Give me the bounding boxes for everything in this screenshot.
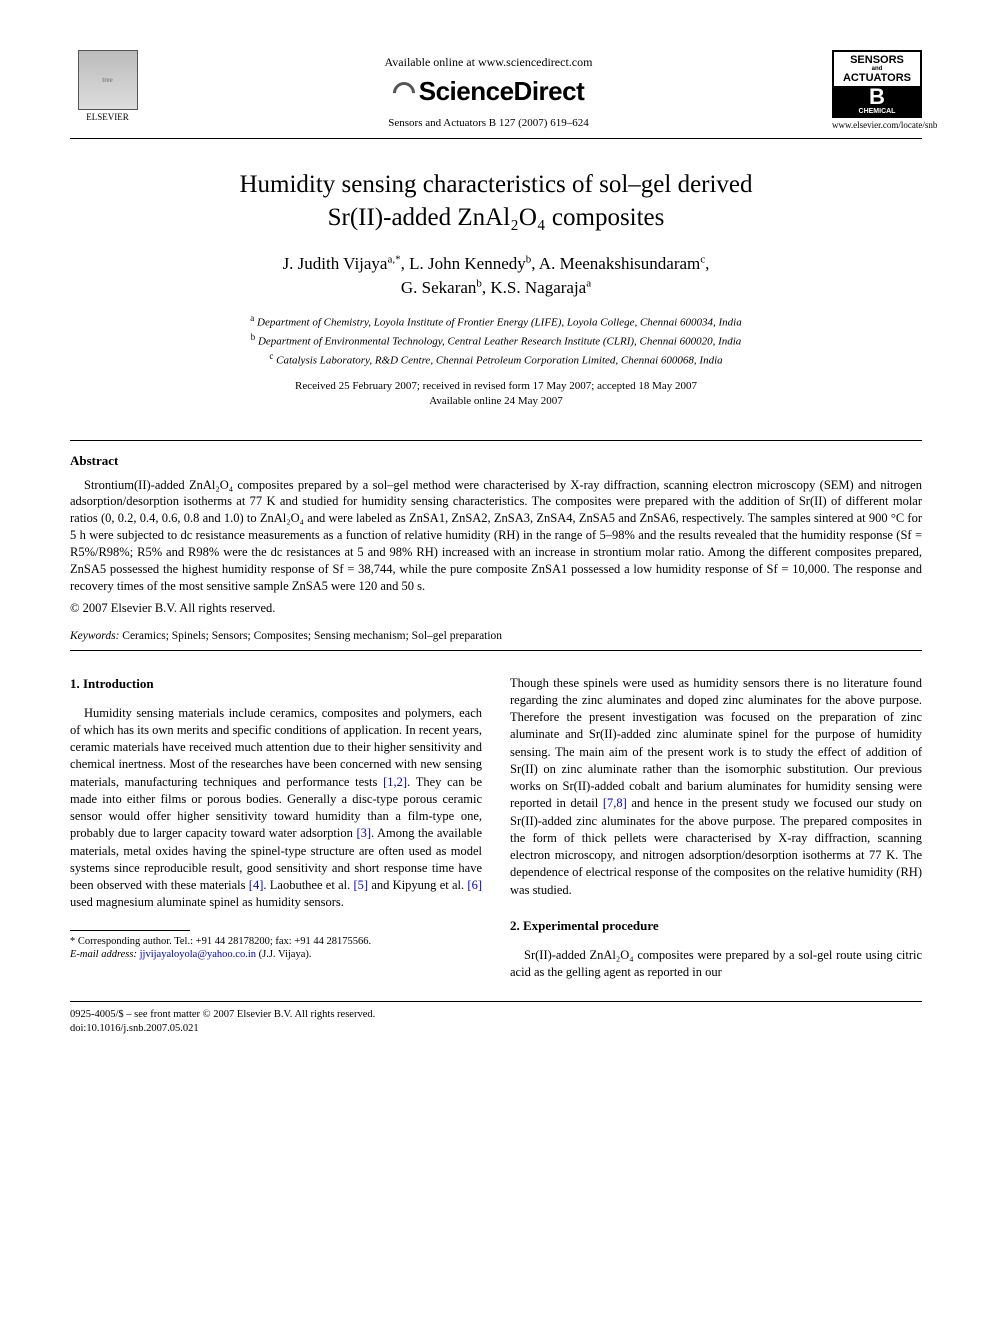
column-left: 1. Introduction Humidity sensing materia…: [70, 675, 482, 982]
section-1-para-1: Humidity sensing materials include ceram…: [70, 705, 482, 912]
footnote-corr-text: * Corresponding author. Tel.: +91 44 281…: [70, 935, 482, 949]
c2p1a: Though these spinels were used as humidi…: [510, 676, 922, 811]
dates-received: Received 25 February 2007; received in r…: [295, 380, 697, 392]
author-4: G. Sekaran: [401, 278, 477, 297]
author-1-sup: a,*: [387, 253, 400, 265]
s1p1e: and Kipyung et al.: [368, 878, 467, 892]
title-line1: Humidity sensing characteristics of sol–…: [239, 171, 752, 198]
section-1-heading: 1. Introduction: [70, 675, 482, 693]
footnote-email-tail: (J.J. Vijaya).: [256, 949, 311, 960]
journal-url: www.elsevier.com/locate/snb: [832, 120, 922, 130]
logo-b: B: [834, 86, 920, 108]
abstract-body: Strontium(II)-added ZnAl₂O₄ composites p…: [70, 477, 922, 595]
abstract-label: Abstract: [70, 453, 922, 469]
header-rule: [70, 138, 922, 139]
s1p1f: used magnesium aluminate spinel as humid…: [70, 895, 344, 909]
keywords-text: Ceramics; Spinels; Sensors; Composites; …: [119, 630, 502, 642]
ref-link-1-2[interactable]: [1,2]: [383, 775, 407, 789]
journal-logo-block: SENSORS and ACTUATORS B CHEMICAL www.els…: [832, 50, 922, 130]
affil-a: Department of Chemistry, Loyola Institut…: [257, 316, 742, 328]
header-center: Available online at www.sciencedirect.co…: [145, 50, 832, 129]
author-2: , L. John Kennedy: [401, 254, 526, 273]
available-online-text: Available online at www.sciencedirect.co…: [145, 55, 832, 70]
page-header: tree ELSEVIER Available online at www.sc…: [70, 50, 922, 130]
footnote-email-link[interactable]: jjvijayaloyola@yahoo.co.in: [140, 949, 256, 960]
affil-b: Department of Environmental Technology, …: [258, 335, 741, 347]
affiliations: a Department of Chemistry, Loyola Instit…: [70, 312, 922, 369]
elsevier-label: ELSEVIER: [70, 112, 145, 122]
section-2-para-1: Sr(II)-added ZnAl₂O₄ composites were pre…: [510, 947, 922, 982]
footer-block: 0925-4005/$ – see front matter © 2007 El…: [70, 1008, 922, 1035]
section-2-heading: 2. Experimental procedure: [510, 917, 922, 935]
ref-link-4[interactable]: [4]: [249, 878, 264, 892]
footnote-email-label: E-mail address:: [70, 949, 137, 960]
sensors-actuators-logo: SENSORS and ACTUATORS B CHEMICAL: [832, 50, 922, 118]
article-title: Humidity sensing characteristics of sol–…: [70, 169, 922, 234]
abstract-bottom-rule: [70, 650, 922, 651]
elsevier-logo: tree ELSEVIER: [70, 50, 145, 122]
logo-chemical: CHEMICAL: [834, 108, 920, 116]
keywords-label: Keywords:: [70, 630, 119, 642]
section-1-para-1-cont: Though these spinels were used as humidi…: [510, 675, 922, 899]
c2p1b: and hence in the present study we focuse…: [510, 796, 922, 896]
affil-c: Catalysis Laboratory, R&D Centre, Chenna…: [276, 354, 723, 366]
column-right: Though these spinels were used as humidi…: [510, 675, 922, 982]
footnote-rule: [70, 930, 190, 931]
abstract-top-rule: [70, 440, 922, 441]
dates-online: Available online 24 May 2007: [429, 395, 563, 407]
logo-sensors: SENSORS: [836, 54, 918, 66]
sd-brand-text: ScienceDirect: [419, 76, 584, 106]
article-dates: Received 25 February 2007; received in r…: [70, 379, 922, 410]
abstract-text: Strontium(II)-added ZnAl₂O₄ composites p…: [70, 477, 922, 595]
ref-link-3[interactable]: [3]: [356, 826, 371, 840]
elsevier-tree-icon: tree: [78, 50, 138, 110]
copyright-line: © 2007 Elsevier B.V. All rights reserved…: [70, 601, 922, 616]
title-line2: Sr(II)-added ZnAl₂O₄ composites: [328, 204, 665, 231]
author-5: , K.S. Nagaraja: [482, 278, 586, 297]
footer-rule: [70, 1001, 922, 1002]
footer-doi: doi:10.1016/j.snb.2007.05.021: [70, 1022, 922, 1036]
logo-actuators: ACTUATORS: [836, 72, 918, 84]
ref-link-5[interactable]: [5]: [354, 878, 369, 892]
journal-reference: Sensors and Actuators B 127 (2007) 619–6…: [145, 117, 832, 129]
corresponding-author-footnote: * Corresponding author. Tel.: +91 44 281…: [70, 935, 482, 962]
author-5-sup: a: [586, 277, 591, 289]
sciencedirect-logo: ScienceDirect: [145, 76, 832, 107]
s1p1d: . Laobuthee et al.: [263, 878, 353, 892]
sd-swoosh-icon: [388, 78, 419, 109]
ref-link-7-8[interactable]: [7,8]: [603, 796, 627, 810]
footer-front-matter: 0925-4005/$ – see front matter © 2007 El…: [70, 1008, 922, 1022]
body-columns: 1. Introduction Humidity sensing materia…: [70, 675, 922, 982]
author-3: , A. Meenakshisundaram: [531, 254, 700, 273]
author-list: J. Judith Vijayaa,*, L. John Kennedyb, A…: [70, 252, 922, 300]
author-1: J. Judith Vijaya: [283, 254, 388, 273]
keywords-line: Keywords: Ceramics; Spinels; Sensors; Co…: [70, 630, 922, 642]
ref-link-6[interactable]: [6]: [467, 878, 482, 892]
author-comma: ,: [705, 254, 709, 273]
